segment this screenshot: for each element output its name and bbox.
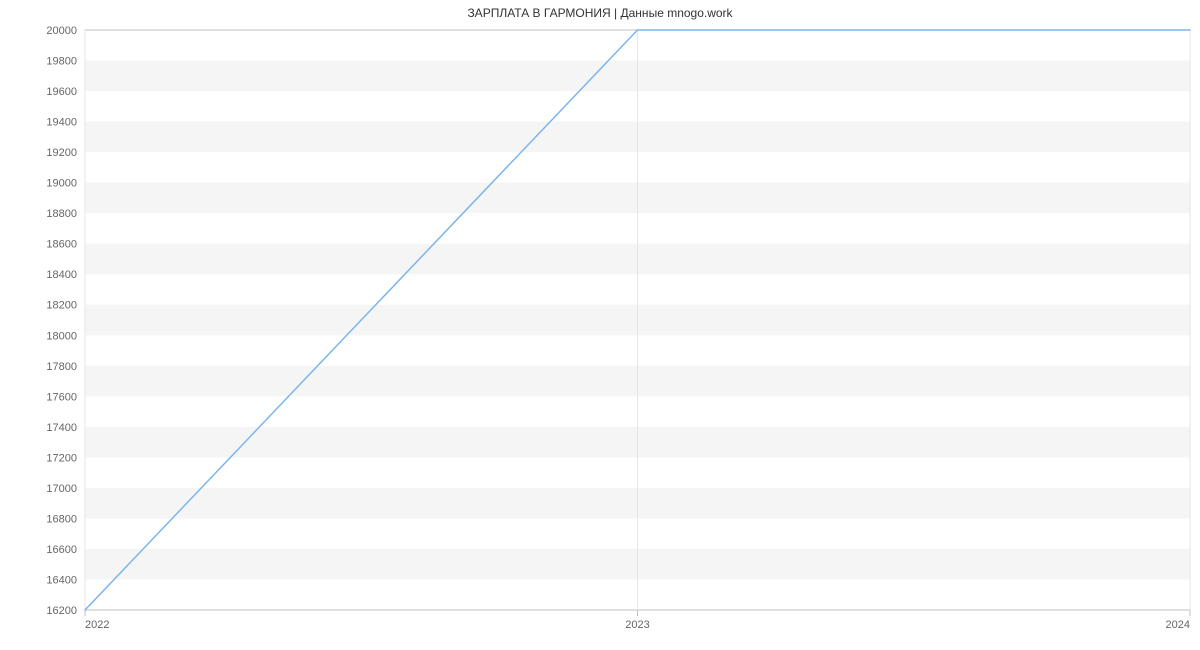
chart-svg: 16200 16400 16600 16800 17000 17200 17400 17600… bbox=[0, 0, 1200, 650]
y-tick-label: 19400 bbox=[46, 117, 77, 129]
y-tick-label: 16600 bbox=[46, 544, 77, 556]
y-tick-label: 19200 bbox=[46, 147, 77, 159]
x-tick-label: 2023 bbox=[625, 619, 649, 631]
y-tick-label: 18200 bbox=[46, 300, 77, 312]
y-tick-label: 19800 bbox=[46, 56, 77, 68]
y-tick-label: 17200 bbox=[46, 452, 77, 464]
y-tick-label: 18000 bbox=[46, 330, 77, 342]
y-tick-label: 20000 bbox=[46, 25, 77, 37]
y-tick-label: 16400 bbox=[46, 574, 77, 586]
y-tick-label: 17400 bbox=[46, 422, 77, 434]
x-tick-label: 2022 bbox=[85, 619, 109, 631]
chart-container: ЗАРПЛАТА В ГАРМОНИЯ | Данные mnogo.work … bbox=[0, 0, 1200, 650]
y-tick-label: 17600 bbox=[46, 391, 77, 403]
y-tick-label: 18400 bbox=[46, 269, 77, 281]
y-tick-label: 19600 bbox=[46, 86, 77, 98]
y-tick-label: 18600 bbox=[46, 239, 77, 251]
y-tick-label: 16200 bbox=[46, 605, 77, 617]
y-tick-label: 18800 bbox=[46, 208, 77, 220]
y-tick-label: 16800 bbox=[46, 513, 77, 525]
x-tick-label: 2024 bbox=[1166, 619, 1190, 631]
y-tick-label: 17000 bbox=[46, 483, 77, 495]
chart-title: ЗАРПЛАТА В ГАРМОНИЯ | Данные mnogo.work bbox=[0, 6, 1200, 20]
y-tick-label: 19000 bbox=[46, 178, 77, 190]
y-tick-label: 17800 bbox=[46, 361, 77, 373]
